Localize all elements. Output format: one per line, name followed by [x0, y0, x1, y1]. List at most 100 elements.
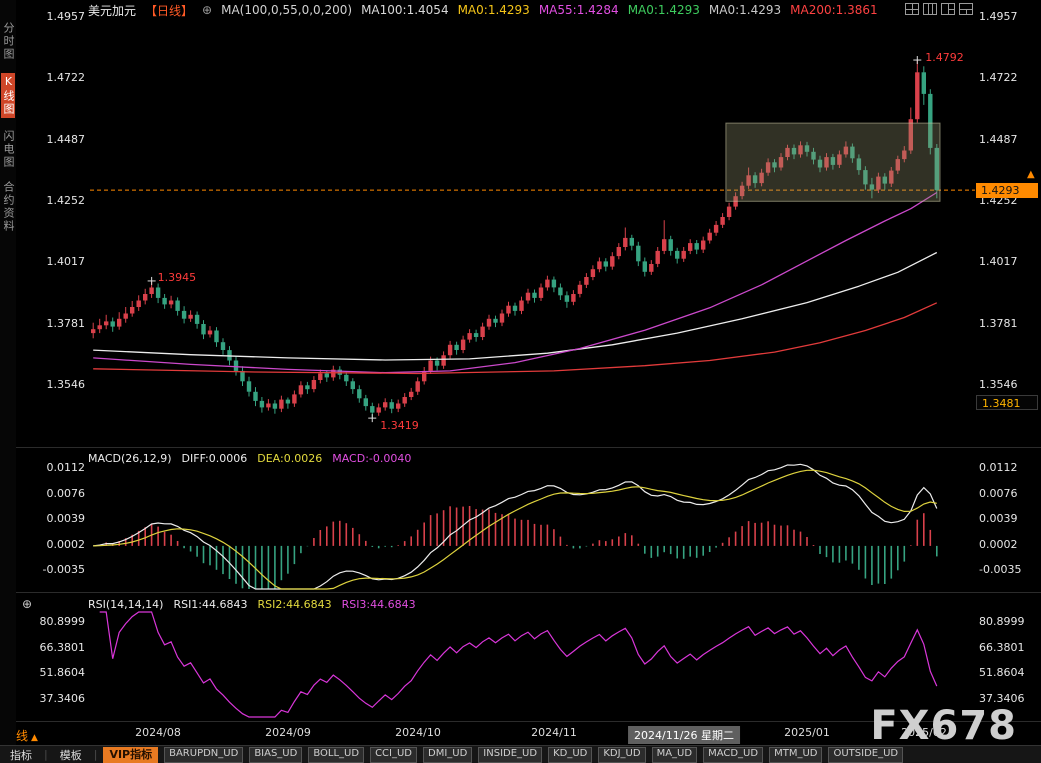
ma-value-ma100: MA100:1.4054 — [361, 3, 449, 17]
ma-values: MA100:1.4054 MA0:1.4293 MA55:1.4284 MA0:1.4… — [361, 3, 878, 17]
indicator-button-cci_ud[interactable]: CCI_UD — [370, 746, 417, 763]
macd-histogram — [98, 506, 938, 589]
axis-label: 66.3801 — [979, 640, 1025, 654]
sidebar-item-2[interactable]: 闪电图 — [2, 130, 15, 169]
axis-label: 1.3546 — [46, 378, 86, 391]
period-tag[interactable]: 【日线】 — [145, 3, 194, 18]
rsi-values: RSI1:44.6843 RSI2:44.6843 RSI3:44.6843 — [173, 598, 415, 611]
axis-label: -0.0035 — [979, 563, 1022, 576]
sidebar-item-0[interactable]: 分时图 — [2, 22, 15, 61]
panel-separator — [0, 447, 1041, 448]
layout-3col-icon[interactable] — [923, 3, 937, 15]
indicator-value: DIFF:0.0006 — [181, 452, 248, 465]
axis-label: 0.0039 — [979, 512, 1018, 525]
macd-header: MACD(26,12,9) DIFF:0.0006 DEA:0.0026 MACD:… — [88, 452, 411, 465]
ma-line-MA55 — [93, 191, 938, 374]
layout-1-2-split-icon[interactable] — [941, 3, 955, 15]
price-level-tag: 1.3481 — [976, 394, 1038, 410]
toolbar-tab-1[interactable]: 模板 — [59, 748, 82, 762]
axis-label: 1.4017 — [46, 255, 86, 269]
price-up-arrow-icon: ▲ — [1027, 169, 1035, 181]
indicator-button-macd_ud[interactable]: MACD_UD — [703, 746, 764, 763]
x-axis-tick: 2024/09 — [265, 726, 311, 739]
sidebar-item-3[interactable]: 合约资料 — [2, 181, 15, 233]
candlestick-series — [91, 60, 939, 419]
price-annotation: 1.4792 — [925, 51, 964, 64]
axis-label: 1.4487 — [46, 132, 86, 146]
macd-title: MACD(26,12,9) — [88, 452, 172, 465]
indicator-button-ma_ud[interactable]: MA_UD — [651, 746, 698, 763]
axis-label: 1.4957 — [46, 10, 86, 23]
axis-label: 51.8604 — [979, 666, 1025, 679]
current-price-tag: 1.4293 — [976, 182, 1038, 198]
axis-label: 1.4957 — [979, 10, 1018, 23]
indicator-value: RSI2:44.6843 — [257, 598, 332, 611]
ma-line-MA200 — [93, 302, 938, 375]
axis-label: 1.3546 — [979, 378, 1018, 391]
axis-label: 0.0002 — [46, 537, 86, 551]
panel-separator — [0, 721, 1041, 722]
indicator-button-barupdn_ud[interactable]: BARUPDN_UD — [164, 746, 244, 763]
axis-label: 80.8999 — [39, 615, 86, 628]
x-axis-tick: 2025/01 — [784, 726, 830, 739]
x-axis-tick: 2024/10 — [395, 726, 441, 739]
indicator-button-inside_ud[interactable]: INSIDE_UD — [478, 746, 543, 763]
ma-value-ma200: MA200:1.3861 — [790, 3, 878, 17]
separator: | — [44, 748, 48, 761]
indicator-button-kd_ud[interactable]: KD_UD — [548, 746, 593, 763]
ma-value-ma0-gray: MA0:1.4293 — [708, 3, 782, 17]
axis-label: 1.3781 — [46, 316, 86, 330]
indicator-button-bias_ud[interactable]: BIAS_UD — [249, 746, 303, 763]
rsi-title: RSI(14,14,14) — [88, 598, 164, 611]
macd-diff-line — [93, 463, 938, 590]
circle-plus-icon[interactable]: ⊕ — [202, 3, 213, 17]
symbol-title: 美元加元 — [88, 3, 137, 18]
highlight-region — [725, 122, 941, 202]
axis-label: 0.0112 — [46, 461, 86, 474]
macd-values: DIFF:0.0006 DEA:0.0026 MACD:-0.0040 — [182, 452, 412, 465]
axis-label: 37.3406 — [39, 691, 86, 705]
axis-label: 1.4252 — [46, 194, 86, 207]
indicator-button-boll_ud[interactable]: BOLL_UD — [308, 746, 365, 763]
axis-label: 66.3801 — [39, 640, 86, 654]
selected-date-label: 2024/11/26 星期二 — [628, 726, 740, 744]
sidebar-item-1[interactable]: K线图 — [1, 73, 15, 118]
axis-label: 1.4722 — [979, 71, 1018, 85]
window-layout-controls — [905, 3, 973, 15]
indicator-button-outside_ud[interactable]: OUTSIDE_UD — [828, 746, 904, 763]
toolbar-tab-2[interactable]: VIP指标 — [103, 746, 159, 763]
indicator-value: RSI1:44.6843 — [173, 598, 248, 611]
axis-label: 37.3406 — [979, 691, 1025, 705]
separator: | — [93, 748, 98, 761]
watermark: FX678 — [870, 703, 1017, 749]
x-axis-tick: 2025/02 — [901, 726, 947, 739]
x-axis-tick: 2024/08 — [135, 726, 181, 739]
axis-label: 1.4487 — [979, 132, 1018, 146]
chart-header: 美元加元 【日线】 ⊕ MA(100,0,55,0,0,200) MA100:1… — [0, 0, 1041, 20]
axis-label: 0.0002 — [979, 537, 1018, 551]
axis-label: 0.0112 — [979, 461, 1018, 474]
panel-separator — [0, 592, 1041, 593]
axis-label: 0.0039 — [46, 512, 86, 525]
layout-grid-2x2-icon[interactable] — [905, 3, 919, 15]
axis-label: 1.3781 — [979, 316, 1018, 330]
axis-label: -0.0035 — [42, 563, 85, 576]
toolbar-tab-0[interactable]: 指标 — [10, 748, 32, 762]
circle-plus-icon[interactable]: ⊕ — [22, 597, 33, 611]
sidebar: 分时图 K线图闪电图合约资料 — [0, 0, 16, 763]
ma-value-ma0-yellow: MA0:1.4293 — [457, 3, 530, 17]
price-annotation: 1.3419 — [380, 419, 419, 432]
rsi-header: RSI(14,14,14) RSI1:44.6843 RSI2:44.6843 RS… — [88, 598, 416, 611]
indicator-button-kdj_ud[interactable]: KDJ_UD — [598, 746, 646, 763]
axis-label: 80.8999 — [979, 615, 1025, 628]
indicator-button-mtm_ud[interactable]: MTM_UD — [769, 746, 823, 763]
axis-label: 51.8604 — [39, 666, 86, 679]
ma-settings-label: MA(100,0,55,0,0,200) — [221, 3, 353, 17]
rsi-line — [99, 611, 938, 718]
indicator-value: RSI3:44.6843 — [341, 598, 416, 611]
layout-2row-split-icon[interactable] — [959, 3, 973, 15]
x-axis-tick: 2024/11 — [531, 726, 577, 739]
indicator-value: MACD:-0.0040 — [332, 452, 412, 465]
indicator-button-dmi_ud[interactable]: DMI_UD — [423, 746, 473, 763]
